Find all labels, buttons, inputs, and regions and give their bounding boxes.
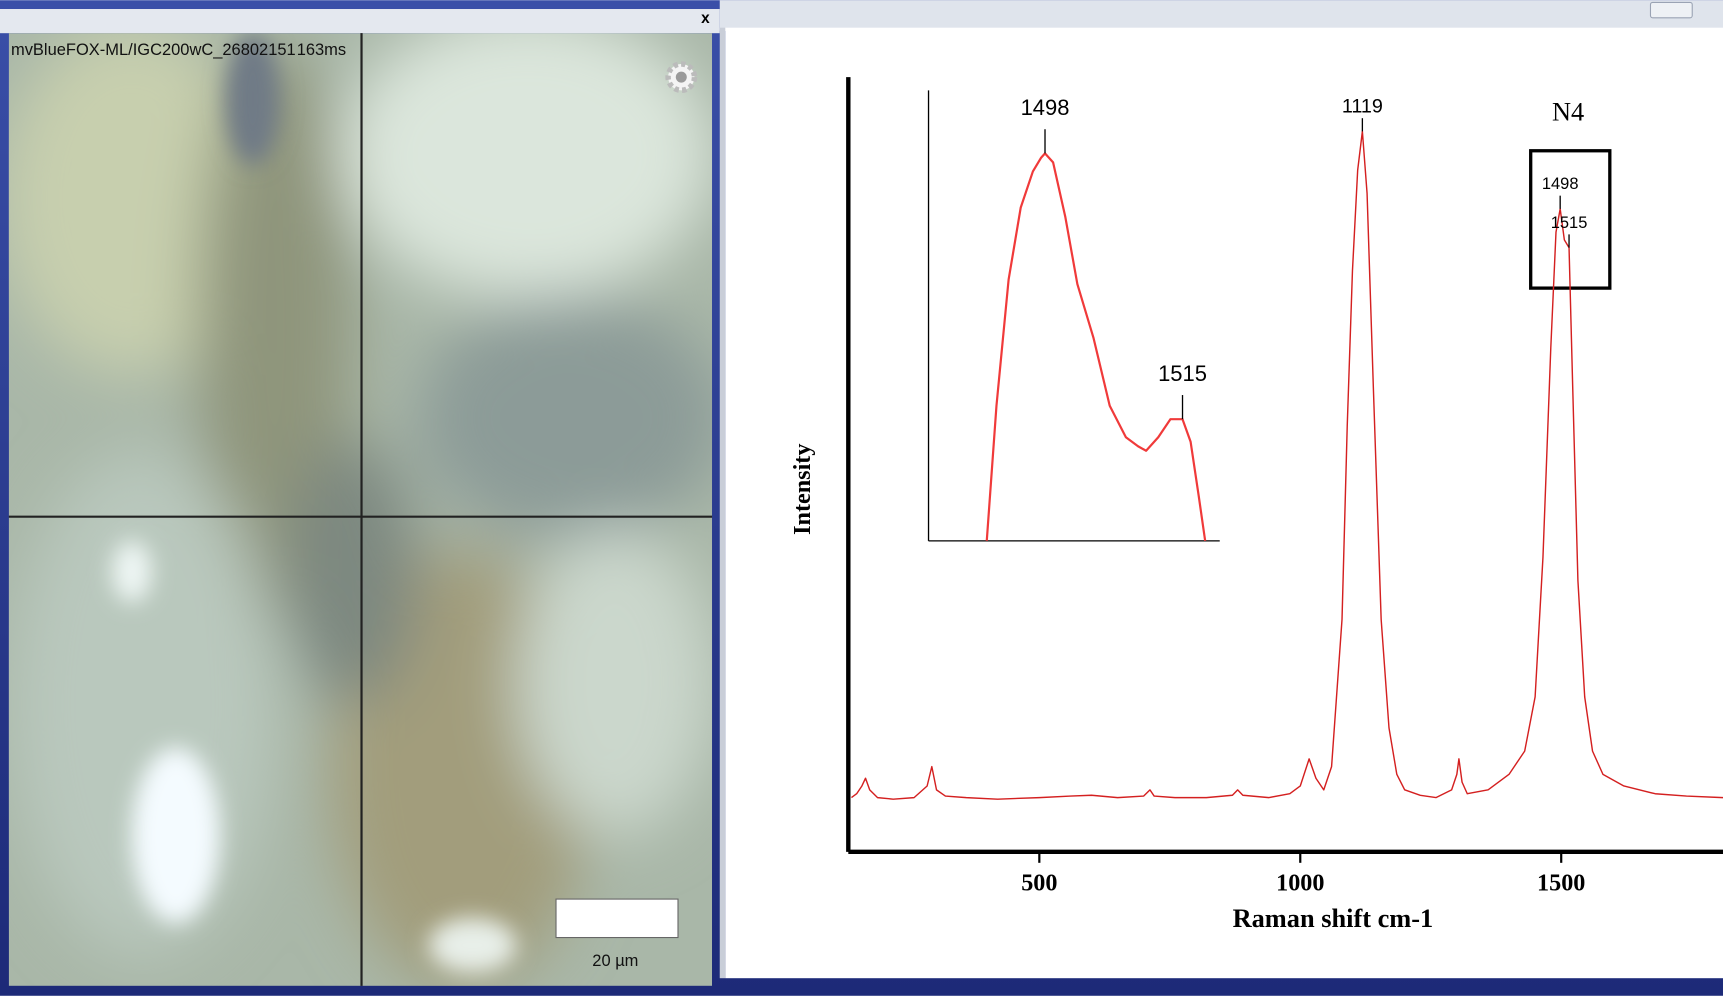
sample-label: N4 — [1552, 98, 1584, 127]
scale-bar — [555, 898, 679, 939]
camera-title: mvBlueFOX-ML/IGC200wC_26802151 — [11, 41, 296, 59]
peak-label: 1515 — [1158, 361, 1207, 386]
x-tick-label: 1500 — [1537, 869, 1585, 896]
peak-label: 1515 — [1551, 214, 1588, 232]
window-button[interactable] — [1649, 1, 1693, 19]
y-axis-title: Intensity — [789, 444, 816, 535]
right-titlebar — [719, 0, 1723, 31]
close-button[interactable]: x — [701, 10, 710, 27]
left-titlebar — [0, 9, 720, 34]
settings-icon[interactable] — [665, 61, 698, 94]
spectrum-panel — [725, 27, 1723, 979]
panel-splitter — [719, 27, 726, 979]
peak-label: 1498 — [1021, 95, 1070, 120]
spectrum-line — [985, 152, 1207, 542]
camera-texture — [8, 33, 713, 986]
spectrum-line — [851, 130, 1723, 800]
x-axis-title: Raman shift cm-1 — [1233, 904, 1434, 933]
peak-label: 1119 — [1342, 95, 1383, 117]
x-tick-label: 1000 — [1276, 869, 1324, 896]
x-tick-label: 500 — [1021, 869, 1057, 896]
camera-highlights — [112, 33, 517, 973]
camera-exposure: 163ms — [297, 41, 346, 59]
peak-label: 1498 — [1542, 175, 1579, 193]
scale-bar-label: 20 µm — [592, 952, 638, 970]
